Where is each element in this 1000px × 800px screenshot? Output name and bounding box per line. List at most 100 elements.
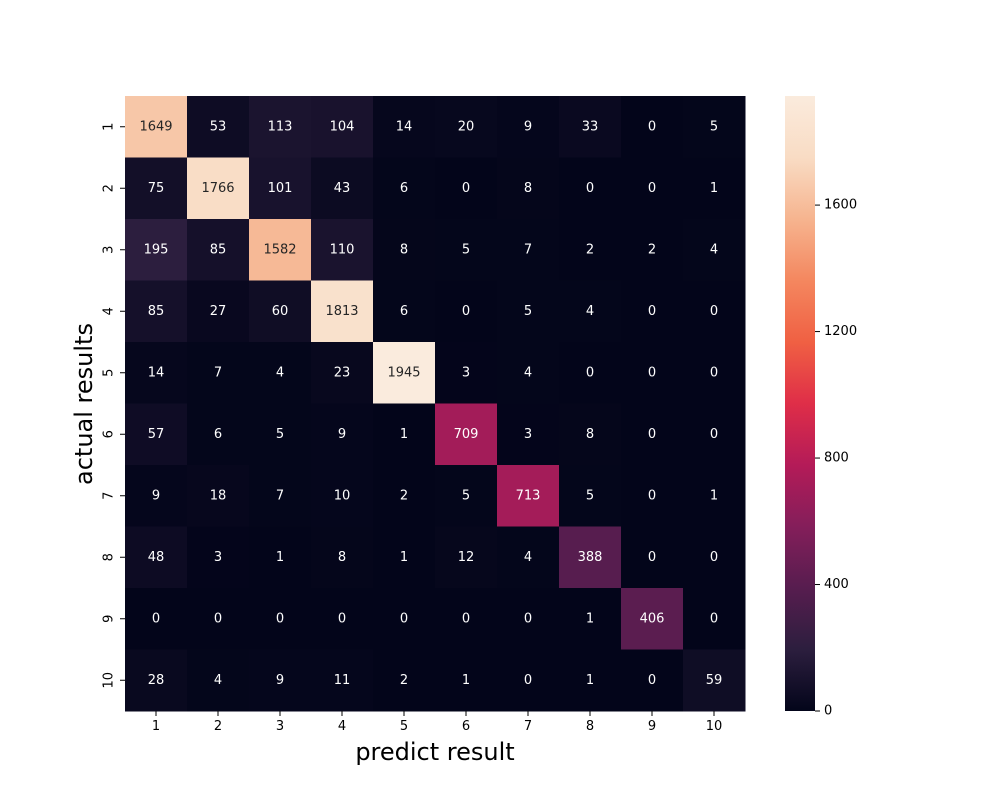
heatmap-cell: [373, 588, 436, 650]
heatmap-cell: [187, 526, 250, 589]
heatmap-cell-value: 75: [148, 181, 165, 196]
heatmap-cell-value: 1: [462, 673, 470, 688]
heatmap-cell-value: 57: [148, 427, 165, 442]
x-tick-label: 4: [338, 719, 346, 734]
heatmap-cell: [311, 219, 374, 281]
heatmap-cell-value: 0: [710, 365, 718, 380]
heatmap-cell-value: 6: [214, 427, 222, 442]
heatmap-cell: [683, 649, 746, 712]
heatmap-cell-value: 20: [458, 119, 475, 134]
heatmap-cell: [125, 157, 188, 220]
heatmap-cell: [249, 96, 312, 158]
heatmap-cell-value: 0: [276, 611, 284, 626]
heatmap-cell-value: 8: [524, 181, 532, 196]
heatmap-cell: [373, 342, 436, 404]
heatmap-cell-value: 59: [706, 673, 723, 688]
heatmap-cell-value: 5: [462, 488, 470, 503]
heatmap-cell-value: 12: [458, 550, 475, 565]
heatmap-cell: [435, 526, 498, 589]
heatmap-cell: [125, 219, 188, 281]
heatmap-cell: [435, 342, 498, 404]
heatmap-cell-value: 2: [400, 673, 408, 688]
heatmap-cell-value: 3: [524, 427, 532, 442]
heatmap-cell-value: 85: [210, 242, 227, 257]
heatmap-cell: [559, 342, 622, 404]
heatmap-cell-value: 28: [148, 673, 165, 688]
heatmap-cell: [249, 526, 312, 589]
heatmap-cell-value: 5: [276, 427, 284, 442]
heatmap-cell-value: 406: [640, 611, 665, 626]
heatmap-cell: [621, 280, 684, 343]
heatmap-cell: [125, 465, 188, 527]
heatmap-cell: [249, 219, 312, 281]
heatmap-cell-value: 0: [462, 304, 470, 319]
heatmap-cell-value: 6: [400, 304, 408, 319]
heatmap-cell: [683, 157, 746, 220]
x-axis-label: predict result: [355, 738, 514, 766]
heatmap-cell-value: 1582: [263, 242, 296, 257]
heatmap-cell: [311, 465, 374, 527]
heatmap-cell-value: 11: [334, 673, 351, 688]
heatmap-cell: [311, 403, 374, 466]
y-tick-label: 9: [102, 615, 117, 623]
y-tick-label: 7: [102, 492, 117, 500]
heatmap-cell: [125, 342, 188, 404]
colorbar-tick-label: 800: [824, 451, 849, 466]
x-tick-label: 7: [524, 719, 532, 734]
heatmap-cell-value: 0: [462, 611, 470, 626]
heatmap-cell-value: 195: [144, 242, 169, 257]
heatmap-cell-value: 4: [586, 304, 594, 319]
x-axis-ticks: 1 2 3 4 5 6 7 8 9 10: [152, 711, 722, 734]
heatmap-cell-value: 18: [210, 488, 227, 503]
heatmap-cell-value: 0: [152, 611, 160, 626]
heatmap-cell-value: 9: [276, 673, 284, 688]
heatmap-cell-value: 0: [462, 181, 470, 196]
heatmap-cell: [187, 96, 250, 158]
heatmap-cell: [559, 96, 622, 158]
heatmap-cell: [249, 588, 312, 650]
heatmap-cell: [559, 219, 622, 281]
heatmap-cell: [373, 526, 436, 589]
heatmap-cell-value: 5: [586, 488, 594, 503]
heatmap-cell: [435, 403, 498, 466]
heatmap-cell-value: 0: [648, 365, 656, 380]
heatmap-cell: [249, 403, 312, 466]
heatmap-cell-value: 8: [586, 427, 594, 442]
heatmap-cell-value: 4: [276, 365, 284, 380]
y-tick-label: 3: [102, 246, 117, 254]
heatmap-cell-value: 9: [524, 119, 532, 134]
heatmap-cell: [125, 280, 188, 343]
heatmap-cell-value: 0: [710, 550, 718, 565]
heatmap-cell: [621, 526, 684, 589]
colorbar-ticks: 0 400 800 1200 1600: [815, 198, 857, 719]
heatmap-cell: [187, 649, 250, 712]
heatmap-cell: [373, 403, 436, 466]
heatmap-cell-value: 14: [148, 365, 165, 380]
y-tick-label: 1: [102, 123, 117, 131]
heatmap-cell: [683, 526, 746, 589]
heatmap-cell-value: 14: [396, 119, 413, 134]
heatmap-cell-value: 0: [710, 304, 718, 319]
heatmap-cell-value: 10: [334, 488, 351, 503]
heatmap-cell: [621, 465, 684, 527]
heatmap-cell-value: 709: [454, 427, 479, 442]
heatmap-cell: [497, 157, 560, 220]
heatmap-cell-value: 5: [462, 242, 470, 257]
heatmap-cell: [559, 280, 622, 343]
heatmap-cell-value: 0: [648, 119, 656, 134]
heatmap-cell-value: 1766: [201, 181, 234, 196]
heatmap-cell: [497, 342, 560, 404]
heatmap-cell: [559, 403, 622, 466]
heatmap-cell-value: 3: [462, 365, 470, 380]
y-tick-label: 5: [102, 369, 117, 377]
heatmap-cell: [187, 219, 250, 281]
heatmap-cell-value: 6: [400, 181, 408, 196]
heatmap-cell-value: 0: [648, 550, 656, 565]
heatmap-cell-value: 5: [524, 304, 532, 319]
heatmap-cell-value: 3: [214, 550, 222, 565]
heatmap-cell: [311, 96, 374, 158]
heatmap-cell-value: 1945: [387, 365, 420, 380]
heatmap-cell-value: 0: [524, 673, 532, 688]
heatmap-cell: [435, 465, 498, 527]
colorbar-tick-label: 0: [824, 704, 832, 719]
